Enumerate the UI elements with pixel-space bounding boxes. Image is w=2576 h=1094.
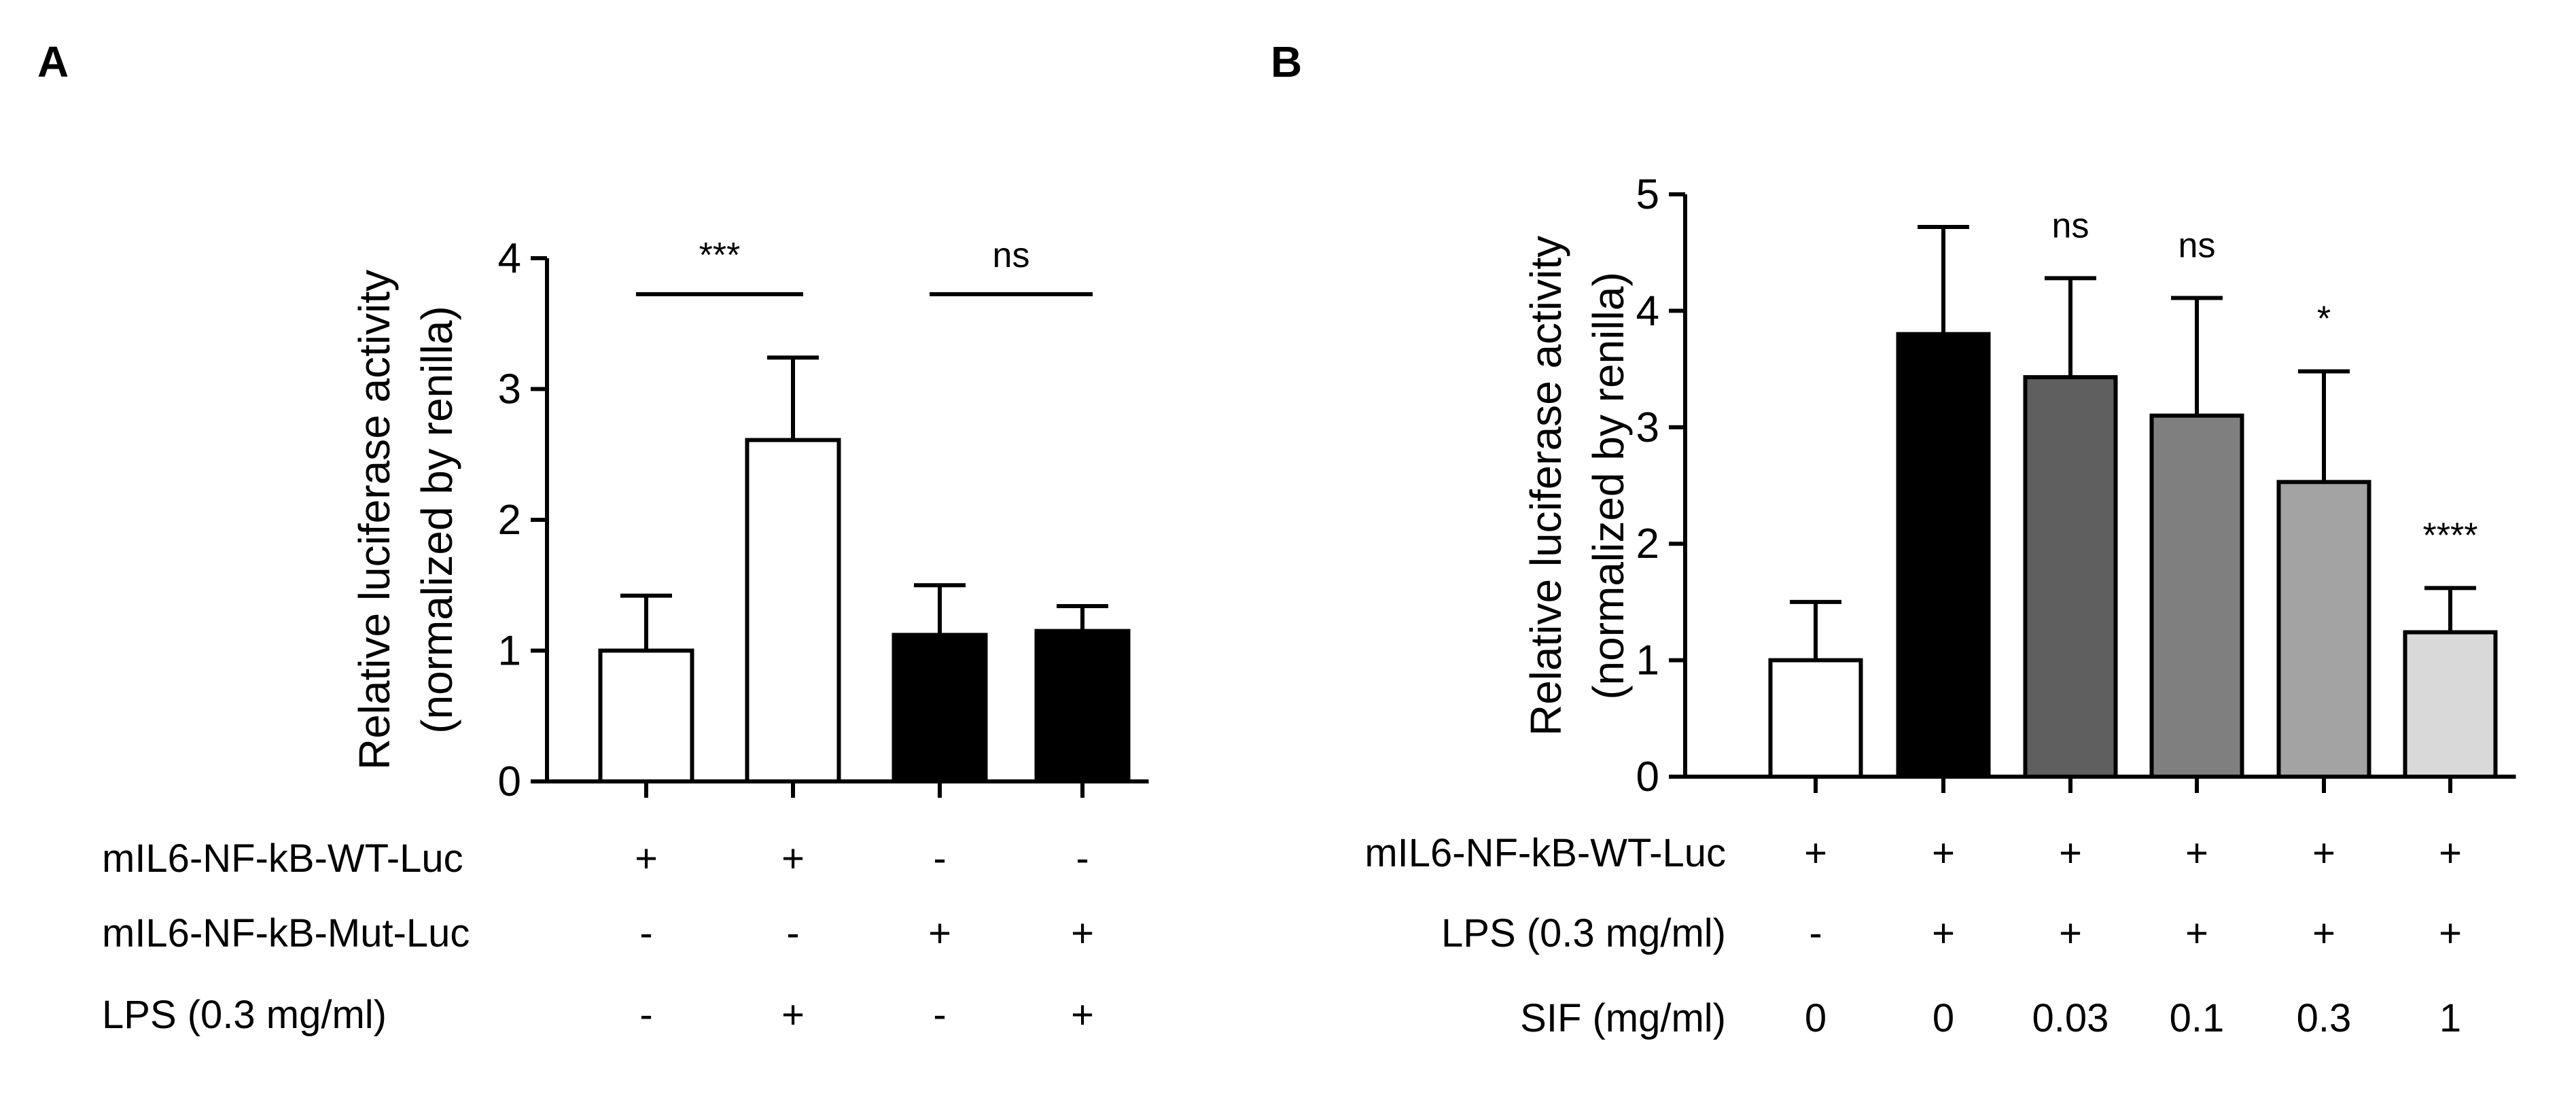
y-axis-subtitle: (normalized by renilla) — [1584, 272, 1633, 700]
condition-value: - — [639, 993, 652, 1037]
condition-value: 1 — [2439, 996, 2461, 1040]
condition-value: - — [1076, 836, 1089, 881]
y-tick-label: 3 — [498, 366, 521, 413]
panel-a-chart: 0 1 2 3 4 Relative luciferase activity (normal… — [102, 235, 1149, 1037]
condition-value: + — [1804, 831, 1827, 875]
condition-row-label: mIL6-NF-kB-Mut-Luc — [102, 911, 470, 955]
y-tick-label: 1 — [1636, 637, 1659, 684]
condition-value: + — [928, 911, 951, 955]
bar — [2276, 480, 2371, 779]
significance-label: **** — [2423, 516, 2478, 555]
condition-value: - — [639, 911, 652, 955]
bar — [1034, 629, 1131, 783]
y-tick-label: 4 — [498, 235, 521, 282]
significance-label: ns — [2178, 226, 2216, 266]
y-tick-label: 0 — [1636, 754, 1659, 800]
condition-value: + — [2439, 911, 2462, 955]
condition-value: 0.1 — [2170, 996, 2225, 1040]
y-axis-title: Relative luciferase activity — [350, 270, 399, 770]
condition-value: 0.3 — [2297, 996, 2352, 1040]
y-tick-label: 2 — [1636, 520, 1659, 567]
condition-value: + — [1932, 911, 1955, 955]
condition-row-label: mIL6-NF-kB-WT-Luc — [1364, 831, 1726, 875]
condition-value: + — [2059, 831, 2082, 875]
condition-value: + — [2312, 831, 2335, 875]
bar — [892, 633, 988, 784]
bar — [745, 438, 841, 783]
condition-value: + — [781, 836, 805, 881]
bar — [2023, 375, 2118, 779]
condition-value: - — [786, 911, 799, 955]
significance-label: ns — [993, 236, 1030, 275]
y-tick-label: 0 — [498, 758, 521, 805]
bar — [2403, 630, 2498, 779]
condition-value: + — [1932, 831, 1955, 875]
condition-value: + — [781, 993, 805, 1037]
condition-value: + — [2312, 911, 2335, 955]
condition-value: + — [635, 836, 658, 881]
condition-value: 0 — [1805, 996, 1827, 1040]
y-axis-title: Relative luciferase activity — [1521, 236, 1570, 736]
bar — [1896, 332, 1991, 779]
condition-row-label: SIF (mg/ml) — [1520, 996, 1726, 1040]
condition-value: + — [2059, 911, 2082, 955]
bar — [2149, 413, 2244, 779]
significance-label: ns — [2052, 206, 2089, 245]
condition-row-label: mIL6-NF-kB-WT-Luc — [102, 836, 463, 881]
significance-label: *** — [699, 236, 741, 275]
y-tick-label: 3 — [1636, 404, 1659, 451]
y-tick-label: 2 — [498, 497, 521, 544]
condition-value: + — [2185, 831, 2208, 875]
condition-value: + — [2439, 831, 2462, 875]
panel-b-label: B — [1271, 37, 1302, 86]
y-axis-subtitle: (normalized by renilla) — [412, 306, 461, 734]
significance-label: * — [2317, 300, 2331, 339]
condition-value: - — [1809, 911, 1822, 955]
condition-value: + — [1071, 993, 1094, 1037]
condition-value: + — [1071, 911, 1094, 955]
condition-value: 0 — [1933, 996, 1954, 1040]
bar — [598, 648, 694, 783]
y-tick-label: 5 — [1636, 171, 1659, 218]
condition-row-label: LPS (0.3 mg/ml) — [1441, 911, 1726, 955]
condition-value: - — [933, 993, 946, 1037]
condition-row-label: LPS (0.3 mg/ml) — [102, 993, 387, 1037]
condition-value: - — [933, 836, 946, 881]
y-tick-label: 1 — [498, 628, 521, 675]
panel-b-chart: 0 1 2 3 4 5 Relative luciferase activity (norma… — [1364, 171, 2516, 1040]
condition-value: + — [2185, 911, 2208, 955]
condition-value: 0.03 — [2032, 996, 2109, 1040]
y-tick-label: 4 — [1636, 287, 1659, 334]
panel-a-label: A — [37, 37, 69, 86]
bar — [1768, 658, 1863, 779]
